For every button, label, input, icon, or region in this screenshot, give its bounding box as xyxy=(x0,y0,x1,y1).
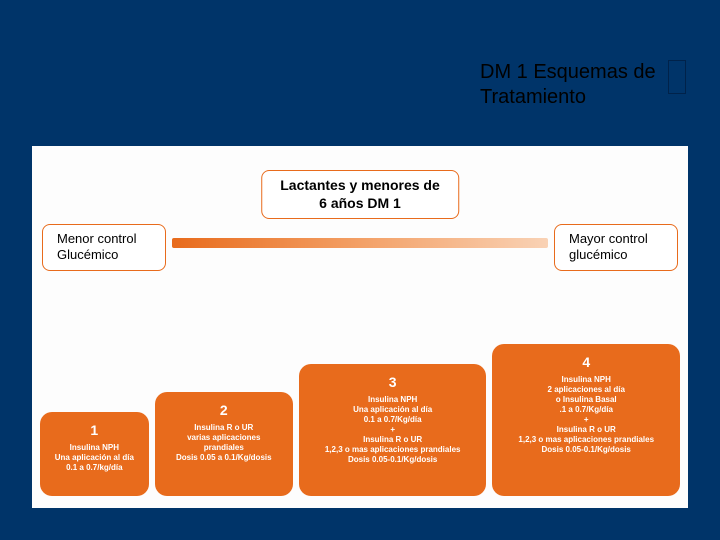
control-left-line1: Menor control xyxy=(57,231,136,246)
option-number: 3 xyxy=(305,374,481,392)
treatment-options-row: 1 Insulina NPH Una aplicación al día 0.1… xyxy=(40,344,680,496)
option-text: Insulina NPH Una aplicación al día 0.1 a… xyxy=(305,395,481,465)
option-box-2: 2 Insulina R o UR varias aplicaciones pr… xyxy=(155,392,293,496)
control-spectrum-row: Menor control Glucémico Mayor control gl… xyxy=(42,224,678,271)
title-line1: DM 1 Esquemas de xyxy=(480,61,656,83)
option-text: Insulina NPH Una aplicación al día 0.1 a… xyxy=(46,443,143,473)
option-box-4: 4 Insulina NPH 2 aplicaciones al día o I… xyxy=(492,344,680,496)
slide-title: DM 1 Esquemas de Tratamiento xyxy=(480,60,680,110)
slide-title-region: DM 1 Esquemas de Tratamiento xyxy=(0,60,720,110)
spectrum-gradient-bar xyxy=(172,238,548,248)
option-text: Insulina R o UR varias aplicaciones pran… xyxy=(161,423,287,463)
subtitle-line2: 6 años DM 1 xyxy=(319,195,401,211)
control-right-line1: Mayor control xyxy=(569,231,648,246)
subtitle-box: Lactantes y menores de 6 años DM 1 xyxy=(261,170,459,219)
control-left-line2: Glucémico xyxy=(57,247,118,262)
subtitle-line1: Lactantes y menores de xyxy=(280,177,440,193)
option-number: 4 xyxy=(498,354,674,372)
control-left-box: Menor control Glucémico xyxy=(42,224,166,271)
content-panel: Lactantes y menores de 6 años DM 1 Menor… xyxy=(32,146,688,508)
option-number: 1 xyxy=(46,422,143,440)
title-accent-bar xyxy=(668,60,686,94)
option-box-1: 1 Insulina NPH Una aplicación al día 0.1… xyxy=(40,412,149,496)
control-right-line2: glucémico xyxy=(569,247,628,262)
option-box-3: 3 Insulina NPH Una aplicación al día 0.1… xyxy=(299,364,487,496)
title-line2: Tratamiento xyxy=(480,86,586,108)
control-right-box: Mayor control glucémico xyxy=(554,224,678,271)
option-number: 2 xyxy=(161,402,287,420)
option-text: Insulina NPH 2 aplicaciones al día o Ins… xyxy=(498,375,674,455)
